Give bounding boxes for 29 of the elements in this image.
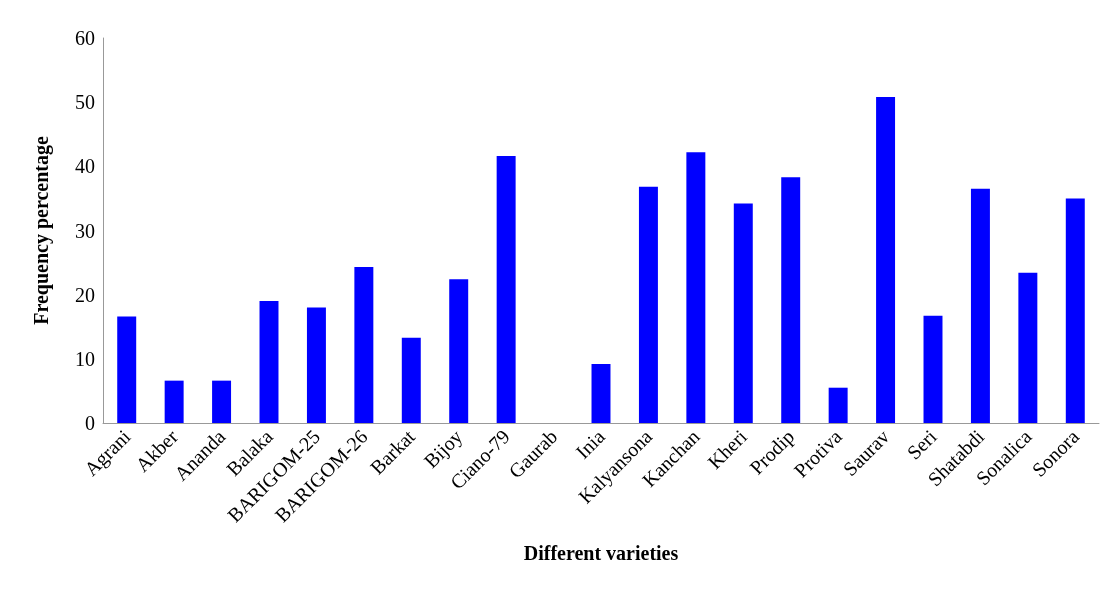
bar bbox=[496, 156, 516, 423]
bar bbox=[164, 380, 184, 423]
bar bbox=[449, 279, 469, 423]
y-tick-label: 30 bbox=[75, 219, 95, 242]
bar bbox=[259, 301, 279, 423]
y-axis-title: Frequency percentage bbox=[30, 136, 53, 325]
bar bbox=[828, 387, 848, 423]
y-tick-label: 20 bbox=[75, 283, 95, 306]
y-tick-label: 0 bbox=[85, 412, 95, 434]
bar bbox=[923, 315, 943, 423]
y-tick-label: 40 bbox=[75, 155, 95, 178]
bar bbox=[354, 267, 374, 423]
bar bbox=[876, 97, 896, 423]
bar bbox=[212, 380, 232, 423]
y-tick-label: 60 bbox=[75, 27, 95, 49]
bar bbox=[781, 177, 801, 423]
bar bbox=[117, 316, 137, 423]
y-tick-label: 50 bbox=[75, 91, 95, 114]
bar bbox=[401, 337, 421, 423]
x-axis-title: Different varieties bbox=[523, 542, 679, 564]
bar bbox=[591, 363, 611, 423]
bar bbox=[638, 186, 658, 423]
bar bbox=[1018, 272, 1038, 423]
bar bbox=[1065, 198, 1085, 423]
bar bbox=[733, 203, 753, 423]
y-tick-label: 10 bbox=[75, 347, 95, 370]
bar bbox=[306, 307, 326, 423]
bar bbox=[686, 152, 706, 423]
bar bbox=[970, 188, 990, 423]
